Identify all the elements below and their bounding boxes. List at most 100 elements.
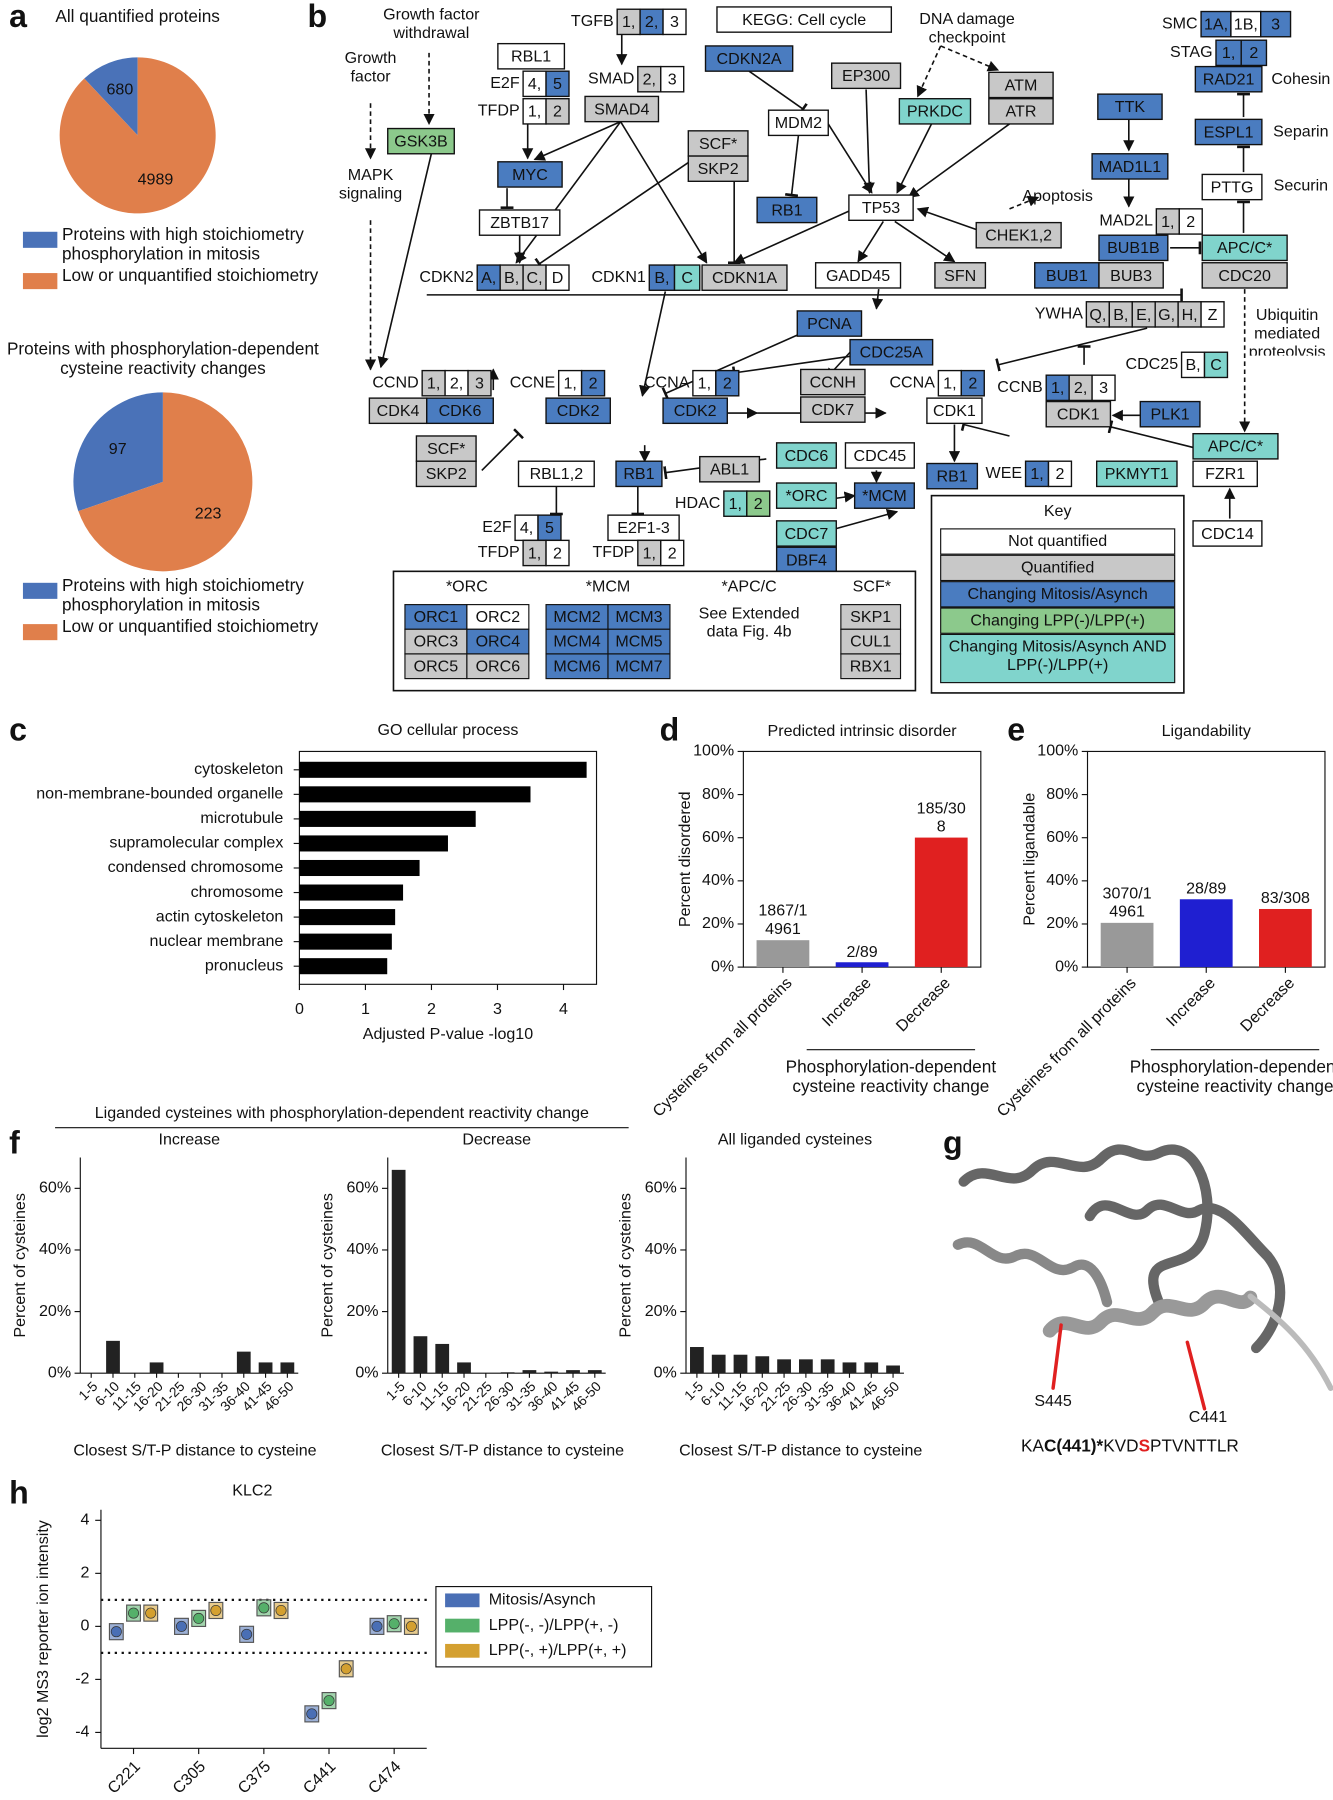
node-label: RB1 [937, 468, 968, 486]
chart-title: Decrease [462, 1131, 531, 1149]
node-prefix: CDC25 [1126, 355, 1179, 373]
node-box [934, 262, 987, 289]
complex-box [466, 628, 530, 655]
node-label: E2F1-3 [617, 519, 670, 537]
node-label: 2 [553, 544, 562, 562]
node-box [673, 264, 701, 291]
bar [522, 1370, 537, 1374]
bar [299, 835, 448, 852]
median-point [405, 1620, 417, 1632]
node-box [988, 71, 1054, 99]
key-label: Quantified [1021, 557, 1095, 576]
node-label: MAD1L1 [1099, 158, 1162, 176]
y-tick-label: 4 [81, 1511, 90, 1529]
node-box [716, 6, 893, 33]
node-box [701, 264, 788, 291]
node-label: CDK6 [439, 402, 482, 420]
bar [798, 1359, 813, 1374]
node-label: RBL1 [511, 48, 551, 66]
node-box [796, 310, 863, 337]
node-prefix: MAD2L [1099, 212, 1153, 230]
node-label: 3 [668, 71, 677, 89]
node-label: CDC14 [1201, 525, 1254, 543]
key-label: Changing Mitosis/Asynch [967, 583, 1148, 603]
y-tick-label: 0 [81, 1617, 90, 1635]
value-label-box: 2/89 [846, 941, 878, 960]
pathway-edge [748, 70, 808, 116]
node-prefix: E2F [490, 74, 520, 92]
node-label: CDK7 [811, 401, 854, 419]
pathway-label: Cohesin [1271, 68, 1331, 88]
complex-label: ORC1 [414, 608, 459, 626]
node-box [1203, 351, 1229, 379]
median-point [306, 1708, 318, 1720]
node-label: 2 [754, 495, 763, 513]
bar [299, 958, 388, 975]
node-box [1047, 460, 1073, 488]
node-box [517, 460, 595, 488]
complex-note-box: See Extended data Fig. 4b [698, 603, 800, 641]
median-point [371, 1620, 383, 1632]
node-label: ESPL1 [1204, 123, 1254, 141]
node-label: CDK1 [933, 402, 976, 420]
pie-slice [78, 392, 253, 572]
node-box [1139, 400, 1201, 428]
node-box [545, 539, 570, 567]
node-box [1201, 262, 1288, 289]
median-point [323, 1695, 335, 1707]
pathway-edge [377, 153, 433, 369]
node-label: 1, [1051, 379, 1064, 397]
legend-swatch [22, 231, 58, 248]
node-box [746, 490, 771, 517]
complex-note: See Extended data Fig. 4b [698, 603, 800, 641]
node-label: BUB3 [1110, 267, 1152, 285]
node-box [1097, 93, 1163, 121]
node-box [497, 42, 566, 70]
panel-label: e [1007, 711, 1025, 747]
node-box [660, 65, 685, 93]
value-label: 2/89 [846, 941, 878, 960]
y-tick-label: 2 [81, 1564, 90, 1582]
bar [544, 1371, 559, 1374]
node-label: FZR1 [1205, 465, 1245, 483]
y-axis-label: Percent of cysteines [617, 1193, 635, 1338]
node-label: 2 [668, 544, 677, 562]
node-label: B, [1113, 306, 1128, 324]
y-tick-label: non-membrane-bounded organelle [36, 785, 283, 803]
complex-label: MCM4 [553, 633, 600, 651]
bar [149, 1362, 164, 1374]
key-label: Changing Mitosis/Asynch AND LPP(-)/LPP(+… [948, 636, 1167, 674]
chart-title: KLC2 [232, 1482, 272, 1500]
pathway-edge [940, 45, 1000, 72]
legend-swatch [445, 1643, 480, 1658]
pathway [364, 34, 1251, 536]
node-box [687, 155, 749, 182]
node-label: C [1210, 356, 1222, 374]
node-label: SCF* [699, 135, 737, 153]
bar [711, 1354, 726, 1374]
node-prefix: HDAC [675, 494, 720, 512]
node-box [975, 221, 1062, 249]
group-label: Phosphorylation-dependent cysteine react… [785, 1057, 997, 1098]
x-tick-label: 4 [559, 1000, 568, 1018]
bar [820, 1359, 835, 1374]
node-box [426, 397, 494, 425]
legend-label-box: Low or unquantified stoichiometry [62, 266, 318, 286]
node-box [844, 442, 915, 469]
node-label: *MCM [862, 487, 907, 505]
y-tick-label: 20% [1046, 914, 1078, 932]
node-label: ATM [1005, 76, 1038, 94]
node-box [1178, 208, 1203, 235]
node-box [1200, 10, 1232, 38]
slice-label: 4989 [138, 171, 174, 189]
sequence-part: PTVNTTLR [1150, 1435, 1239, 1455]
y-tick-label: 40% [346, 1240, 378, 1258]
node-label: 2 [589, 375, 598, 393]
node-label: CHEK1,2 [985, 227, 1052, 245]
chart-title: GO cellular process [378, 721, 519, 739]
complex-title: *MCM [586, 578, 631, 596]
value-label-box: 1867/14961 [758, 901, 807, 938]
complex-label: MCM7 [615, 657, 662, 675]
